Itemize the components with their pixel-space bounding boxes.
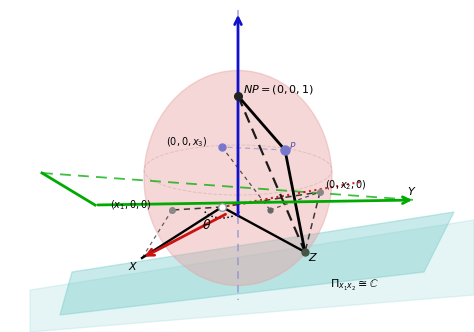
Text: $P$: $P$ <box>289 140 296 151</box>
Ellipse shape <box>144 70 332 286</box>
Polygon shape <box>30 220 474 332</box>
Text: $(x_1, 0, 0)$: $(x_1, 0, 0)$ <box>110 198 152 212</box>
Text: $X$: $X$ <box>128 260 138 272</box>
Text: $NP = (0, 0, 1)$: $NP = (0, 0, 1)$ <box>243 82 314 96</box>
Text: $(0, x_2, 0)$: $(0, x_2, 0)$ <box>325 178 366 192</box>
Polygon shape <box>60 212 454 315</box>
Text: $(0, 0, x_3)$: $(0, 0, x_3)$ <box>166 135 208 149</box>
Text: $Y$: $Y$ <box>407 185 417 197</box>
Text: $Z$: $Z$ <box>308 251 318 263</box>
Text: $\theta$: $\theta$ <box>202 218 211 232</box>
Text: $\Pi_{x_1 x_2} \cong \mathbb{C}$: $\Pi_{x_1 x_2} \cong \mathbb{C}$ <box>330 278 379 293</box>
